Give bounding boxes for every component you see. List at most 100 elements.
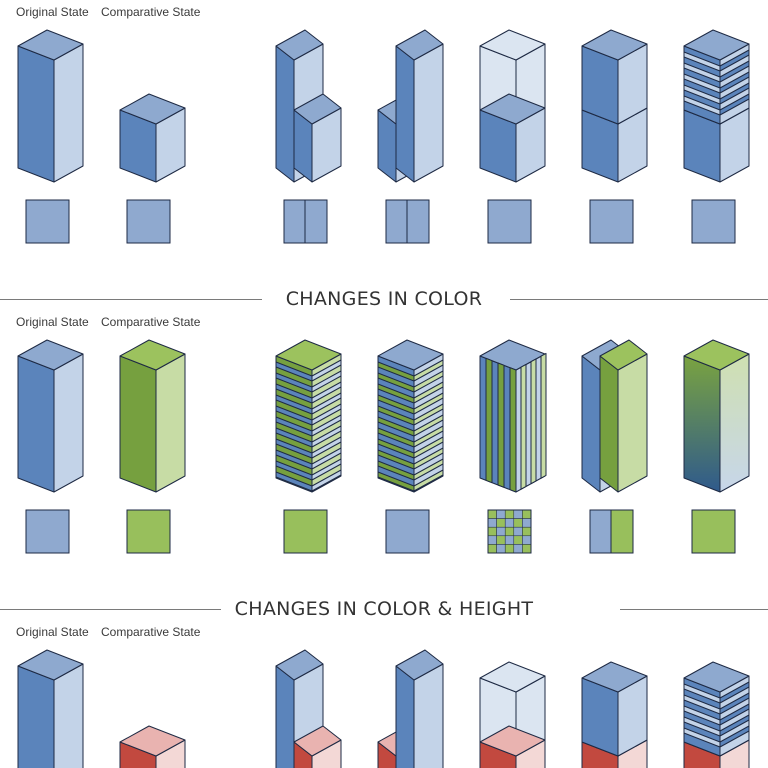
tower-green-front	[119, 355, 157, 493]
plan	[283, 509, 328, 554]
tower-short	[119, 93, 186, 183]
section-title-color: CHANGES IN COLOR	[0, 288, 768, 310]
stripe	[509, 367, 517, 493]
plan-square	[385, 509, 430, 554]
striped-upper	[683, 661, 750, 757]
tower-gradient	[683, 339, 750, 493]
tower-green-side	[155, 353, 186, 493]
divider-right	[620, 609, 768, 610]
plan-original	[25, 509, 70, 554]
checker-cell	[513, 526, 523, 537]
stripe	[530, 358, 537, 485]
stripe	[311, 447, 342, 470]
stripe	[719, 703, 750, 726]
tower-slim-right	[395, 29, 444, 183]
plan-checker	[487, 509, 532, 554]
stripe	[413, 403, 444, 426]
tower-slim-right-top	[395, 649, 444, 681]
original-state-label: Original State	[16, 5, 89, 19]
plan	[691, 199, 736, 244]
stripe	[719, 725, 750, 748]
tower-original-front	[17, 355, 55, 493]
tower-red-short-top	[119, 725, 186, 757]
stripe	[413, 458, 444, 481]
tower-slim-right-front	[395, 45, 415, 183]
checker-cell	[496, 518, 506, 528]
solid-lower	[479, 93, 546, 183]
stack-upper	[581, 29, 648, 125]
checker-cell	[496, 526, 506, 537]
tower-low-front-top	[293, 93, 342, 125]
section-title-color-height: CHANGES IN COLOR & HEIGHT	[0, 598, 768, 620]
stripe	[485, 357, 493, 484]
checker-cell	[513, 535, 523, 545]
stripe	[311, 392, 342, 415]
plan-square	[487, 199, 532, 244]
tower-gradient-side	[719, 353, 750, 493]
stripe	[311, 403, 342, 426]
divider-left	[0, 299, 262, 300]
tower-slim-back-front	[275, 665, 295, 768]
tower-half-blue-front	[581, 355, 601, 493]
comparative-state-label: Comparative State	[101, 625, 201, 639]
plan	[691, 509, 736, 554]
tower-slim-right	[395, 649, 444, 768]
plan-square	[589, 199, 634, 244]
stripe	[719, 71, 750, 94]
stripe	[413, 469, 444, 492]
stripe	[719, 714, 750, 737]
ghost-upper-top	[479, 29, 546, 61]
comparative-state-label: Comparative State	[101, 315, 201, 329]
tower-slim-right-side	[413, 43, 444, 183]
plan-original-square	[25, 199, 70, 244]
tower-original-top	[17, 649, 84, 681]
stripe	[413, 425, 444, 448]
tower-half-green-top	[599, 339, 648, 371]
stack-upper-top	[581, 29, 648, 61]
tower-red-short	[119, 725, 186, 768]
comparative-state-label: Comparative State	[101, 5, 201, 19]
stripe	[497, 362, 505, 488]
plan	[589, 199, 634, 244]
tower-red-front	[293, 725, 342, 768]
stack-upper	[581, 661, 648, 757]
checker-cell	[496, 544, 506, 554]
red-lower	[479, 725, 546, 768]
stripe	[413, 359, 444, 382]
stripe	[719, 82, 750, 105]
plan-half-green	[610, 509, 634, 554]
tower-original-front	[17, 665, 55, 768]
tower-striped-green-top	[275, 339, 342, 371]
tower-original-side	[53, 43, 84, 183]
striped-upper	[683, 29, 750, 125]
ghost-upper-top	[479, 661, 546, 693]
tower-gradient-front	[683, 355, 721, 493]
stripe	[311, 469, 342, 492]
original-state-label: Original State	[16, 315, 89, 329]
plan-comparative	[126, 199, 171, 244]
tower-half-green	[599, 339, 648, 493]
tower-red-front-top	[293, 725, 342, 757]
checker-cell	[504, 535, 515, 545]
stripe	[311, 381, 342, 404]
plan-comparative-square	[126, 509, 171, 554]
checker-cell	[487, 509, 497, 519]
checker-cell	[513, 518, 523, 528]
stripe	[413, 370, 444, 393]
stripe	[520, 363, 527, 490]
tower-original-side	[53, 663, 84, 768]
checker-cell	[522, 518, 532, 528]
plan-split	[385, 199, 430, 244]
stripe	[719, 93, 750, 116]
checker-cell	[513, 544, 523, 554]
tower-striped-blue	[377, 339, 444, 493]
plan-square	[691, 199, 736, 244]
plan	[487, 199, 532, 244]
checker-cell	[487, 526, 497, 537]
checker-cell	[522, 509, 532, 519]
tower-original	[17, 29, 84, 183]
plan	[385, 509, 430, 554]
stripe	[413, 436, 444, 459]
checker-cell	[504, 518, 515, 528]
checker-cell	[496, 509, 506, 519]
